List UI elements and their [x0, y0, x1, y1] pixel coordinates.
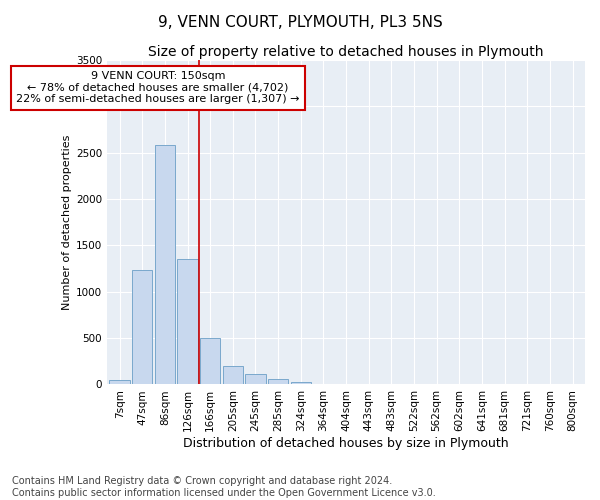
Bar: [223, 366, 243, 384]
Bar: [290, 382, 311, 384]
Bar: [132, 270, 152, 384]
Bar: [109, 380, 130, 384]
Bar: [200, 338, 220, 384]
Bar: [245, 374, 266, 384]
Text: 9, VENN COURT, PLYMOUTH, PL3 5NS: 9, VENN COURT, PLYMOUTH, PL3 5NS: [158, 15, 442, 30]
X-axis label: Distribution of detached houses by size in Plymouth: Distribution of detached houses by size …: [183, 437, 509, 450]
Bar: [268, 380, 289, 384]
Bar: [155, 146, 175, 384]
Y-axis label: Number of detached properties: Number of detached properties: [62, 134, 72, 310]
Bar: [178, 260, 198, 384]
Title: Size of property relative to detached houses in Plymouth: Size of property relative to detached ho…: [148, 45, 544, 59]
Text: 9 VENN COURT: 150sqm
← 78% of detached houses are smaller (4,702)
22% of semi-de: 9 VENN COURT: 150sqm ← 78% of detached h…: [16, 72, 300, 104]
Text: Contains HM Land Registry data © Crown copyright and database right 2024.
Contai: Contains HM Land Registry data © Crown c…: [12, 476, 436, 498]
